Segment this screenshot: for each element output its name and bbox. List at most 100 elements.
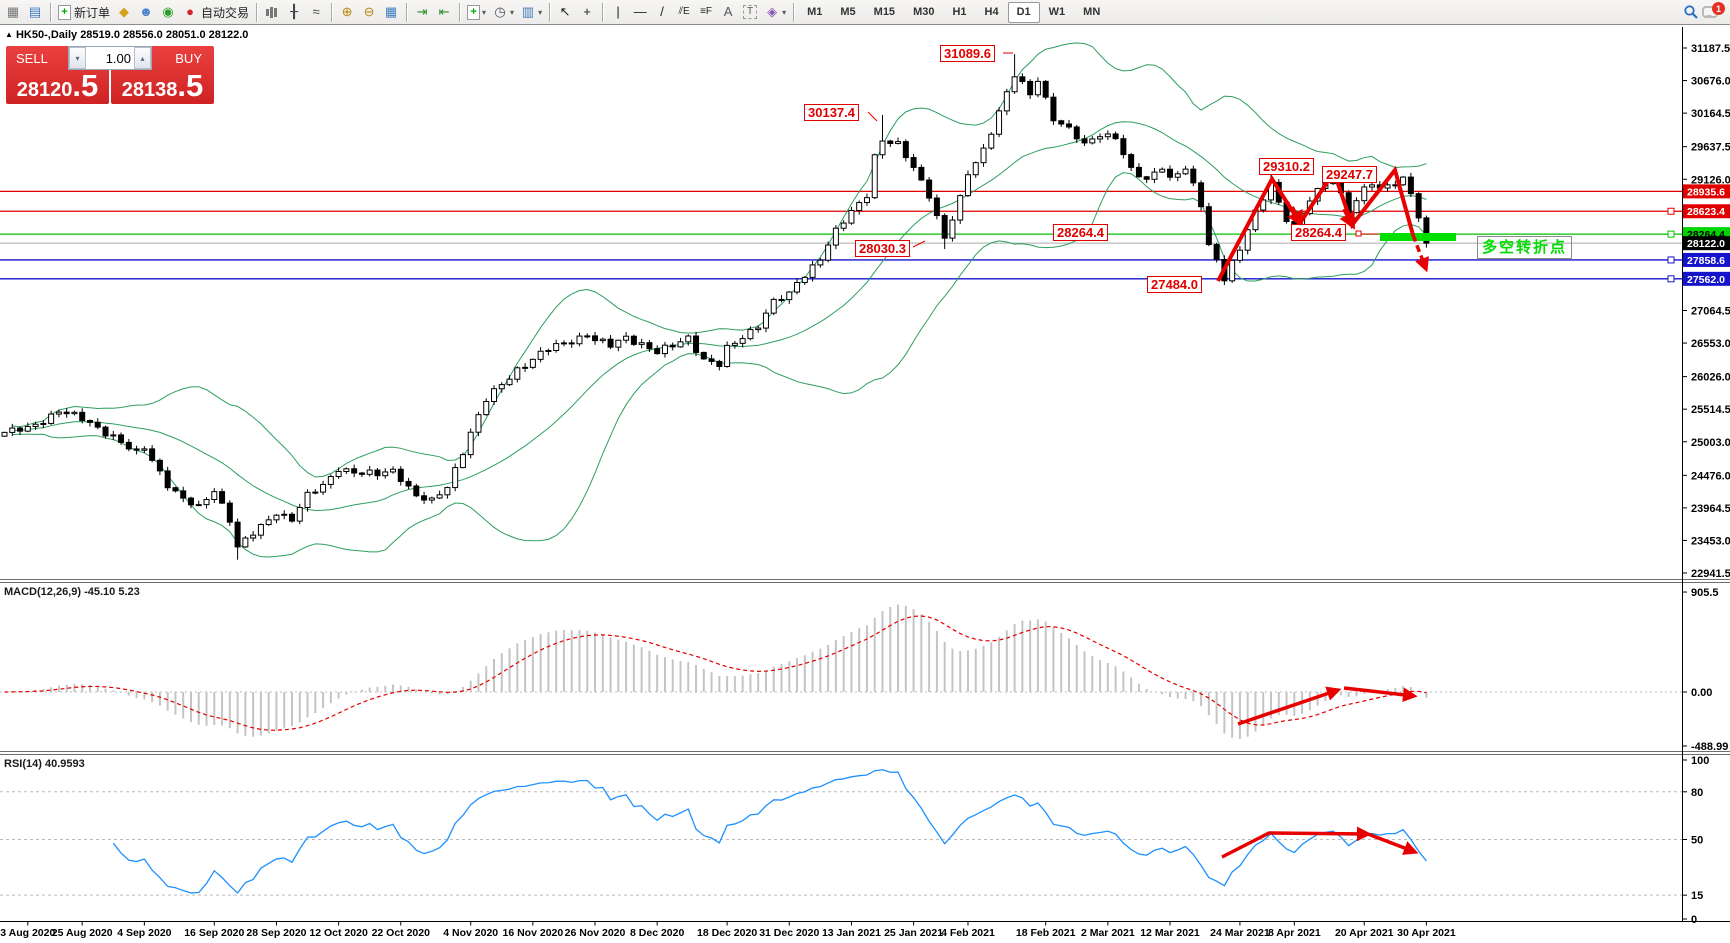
bar-chart-button[interactable] [261,2,283,23]
signals-button[interactable]: ◉ [157,2,179,23]
shapes-button[interactable]: ◈ ▾ [761,2,789,23]
volume-input[interactable] [86,47,134,69]
candle [537,350,544,360]
candle [413,485,420,497]
highlight-bar [1380,233,1456,241]
candle [592,335,599,342]
timeframe-m1[interactable]: M1 [807,6,823,18]
text-button[interactable]: A [717,2,739,23]
volume-increase-button[interactable]: ▴ [134,47,151,69]
candle [273,514,280,521]
candle [459,454,466,469]
candle [1120,138,1127,156]
tile-windows-button[interactable]: ▦ [380,2,402,23]
zoom-out-button[interactable]: ⊖ [358,2,380,23]
volume-decrease-button[interactable]: ▾ [69,47,86,69]
search-button[interactable] [1680,2,1702,23]
candle [964,174,971,197]
candle [1081,138,1088,144]
deposit-button[interactable]: ◆ [113,2,135,23]
candle [71,411,78,415]
auto-scroll-button[interactable]: ⇥ [411,2,433,23]
templates-button[interactable]: ▥ ▾ [517,2,545,23]
candle [607,338,614,348]
candle [871,154,878,199]
date-tick-label: 20 Apr 2021 [1335,927,1394,939]
vertical-line-button[interactable]: | [607,2,629,23]
timeframe-m5[interactable]: M5 [840,6,856,18]
price-tick-label: 30676.0 [1691,76,1730,88]
auto-trading-button[interactable]: ● 自动交易 [179,2,252,23]
candle [638,342,645,345]
date-tick-label: 26 Nov 2020 [565,927,626,939]
indicators-button[interactable]: + ▾ [464,2,489,23]
community-button[interactable]: ☻ [135,2,157,23]
sell-price: 28120.5 [16,68,99,103]
timeframe-d1[interactable]: D1 [1007,1,1040,23]
candle [1229,259,1236,282]
candle [164,470,171,489]
price-tick-label: 29126.0 [1691,174,1730,186]
candle [560,342,567,345]
candle [1034,80,1041,96]
periods-button[interactable]: ◷ ▾ [489,2,517,23]
candle [149,448,156,461]
price-tick-label: 26553.0 [1691,338,1730,350]
candle [320,483,327,493]
timeframe-w1[interactable]: W1 [1048,6,1066,18]
line-chart-button[interactable]: ≈ [305,2,327,23]
date-tick-label: 8 Dec 2020 [630,927,684,939]
notifications-button[interactable]: 1 [1702,2,1725,18]
candle [677,341,684,348]
candle [1011,76,1018,93]
timeframe-mn[interactable]: MN [1083,6,1101,18]
candle [739,338,746,344]
timeframe-h4[interactable]: H4 [984,6,999,18]
candle [584,335,591,338]
macd-tick-label: 0.00 [1691,687,1712,699]
new-order-button[interactable]: + 新订单 [55,2,113,23]
candle [848,209,855,224]
date-tick-label: 12 Oct 2020 [309,927,368,939]
price-badge [1683,204,1730,219]
text-label-button[interactable]: T [739,2,761,23]
trendline-button[interactable]: / [651,2,673,23]
new-chart-window-button[interactable]: ▦ [2,2,24,23]
fibonacci-button[interactable]: ≡F [695,2,717,23]
profiles-button[interactable]: ▤ [24,2,46,23]
candle [288,513,295,522]
timeframe-m15[interactable]: M15 [873,6,896,18]
toolbar-standard-group: ▦ ▤ + 新订单 ◆ ☻ ◉ ● 自动交易 ╂ ≈ ⊕ ⊖ ▦ ⇥ ⇤ [2,0,1109,25]
crosshair-button[interactable]: + [576,2,598,23]
candle [9,427,16,433]
candle [669,344,676,348]
candle [17,427,24,432]
candlestick-chart-button[interactable]: ╂ [283,2,305,23]
candle [972,162,979,176]
timeframe-m30[interactable]: M30 [913,6,935,18]
crosshair-icon: + [583,4,591,19]
candle [1167,168,1173,178]
candle [630,335,637,345]
channel-button[interactable]: ⫽E [673,2,695,23]
line-handle [1667,230,1675,238]
candle [1097,136,1104,140]
timeframe-h1[interactable]: H1 [952,6,967,18]
candle [685,335,692,343]
chart-shift-button[interactable]: ⇤ [433,2,455,23]
candle [358,472,365,475]
horizontal-line-button[interactable]: — [629,2,651,23]
candle [1291,220,1298,233]
candle [79,411,86,421]
candle [1198,182,1205,208]
candle [281,513,288,516]
zoom-in-button[interactable]: ⊕ [336,2,358,23]
candle [24,426,31,432]
auto-trading-label: 自动交易 [201,5,250,20]
buy-button[interactable]: BUY 28138.5 [111,46,214,104]
timeframe-group: M1 M5 M15 M30 H1 H4 D1 W1 MN [798,0,1109,25]
cursor-button[interactable]: ↖ [554,2,576,23]
profiles-icon: ▤ [28,4,42,19]
